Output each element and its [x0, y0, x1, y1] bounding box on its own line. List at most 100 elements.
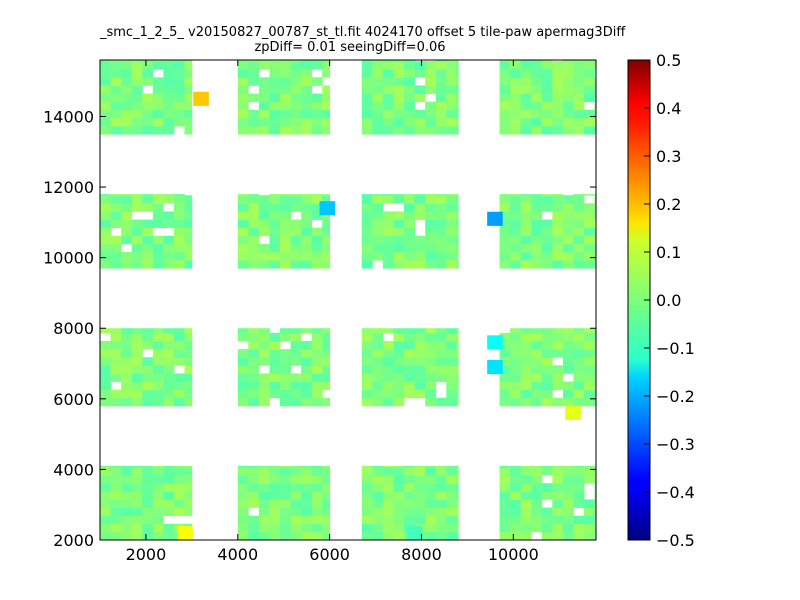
- heatmap-cell: [562, 243, 574, 253]
- heatmap-cell: [435, 203, 447, 212]
- heatmap-cell: [142, 101, 154, 111]
- heatmap-cell: [361, 340, 373, 350]
- heatmap-cell: [435, 69, 447, 78]
- heatmap-cell: [258, 126, 270, 135]
- heatmap-cell: [446, 93, 458, 103]
- heatmap-cell: [404, 483, 415, 492]
- heatmap-cell: [584, 523, 596, 533]
- heatmap-cell: [584, 235, 596, 245]
- heatmap-cell: [446, 252, 458, 261]
- heatmap-cell: [131, 475, 143, 484]
- heatmap-cell: [552, 227, 564, 237]
- heatmap-cell: [552, 475, 564, 484]
- heatmap-cell: [520, 357, 532, 366]
- heatmap-cell: [269, 515, 281, 525]
- heatmap-cell: [290, 77, 302, 86]
- heatmap-cell: [301, 465, 313, 468]
- heatmap-cell: [584, 61, 596, 70]
- heatmap-cell: [142, 515, 154, 525]
- heatmap-cell: [404, 389, 415, 399]
- heatmap-cell: [414, 389, 426, 399]
- heatmap-cell: [100, 381, 111, 391]
- heatmap-cell: [499, 373, 511, 382]
- heatmap-cell: [425, 61, 437, 70]
- heatmap-cell: [290, 195, 302, 204]
- heatmap-cell: [361, 126, 373, 135]
- heatmap-cell: [173, 235, 185, 245]
- heatmap-cell: [404, 60, 415, 62]
- heatmap-cell: [121, 365, 133, 374]
- heatmap-cell: [131, 328, 143, 334]
- heatmap-cell: [121, 61, 133, 70]
- heatmap-cell: [280, 60, 291, 62]
- heatmap-cell: [280, 523, 291, 533]
- heatmap-cell: [258, 499, 270, 508]
- heatmap-cell: [541, 397, 553, 407]
- heatmap-cell: [573, 211, 585, 220]
- heatmap-cell: [322, 357, 331, 366]
- heatmap-cell: [382, 475, 394, 484]
- heatmap-cell: [446, 126, 458, 135]
- heatmap-cell: [456, 491, 459, 500]
- heatmap-cell: [541, 77, 553, 86]
- heatmap-cell: [258, 328, 270, 334]
- heatmap-cell: [301, 397, 313, 407]
- heatmap-cell: [322, 195, 331, 204]
- heatmap-cell: [573, 69, 585, 78]
- heatmap-cell: [361, 227, 373, 237]
- heatmap-cell: [562, 85, 574, 94]
- heatmap-cell: [393, 117, 405, 127]
- heatmap-cell: [322, 260, 331, 269]
- heatmap-cell: [541, 252, 553, 261]
- heatmap-cell: [142, 340, 154, 350]
- heatmap-cell: [290, 381, 302, 391]
- heatmap-cell: [184, 235, 193, 245]
- heatmap-cell: [510, 523, 522, 533]
- heatmap-cell: [372, 194, 384, 196]
- heatmap-cell: [382, 349, 394, 358]
- heatmap-cell: [541, 235, 553, 245]
- heatmap-cell: [248, 499, 260, 508]
- heatmap-cell: [301, 523, 313, 533]
- heatmap-cell: [152, 483, 164, 492]
- heatmap-cell: [152, 365, 164, 374]
- heatmap-cell: [456, 328, 459, 334]
- heatmap-cell: [435, 373, 447, 382]
- heatmap-cell: [573, 465, 585, 468]
- heatmap-cell: [562, 381, 574, 391]
- heatmap-cell: [446, 77, 458, 86]
- heatmap-cell: [425, 252, 437, 261]
- heatmap-cell: [248, 69, 260, 78]
- heatmap-cell: [573, 117, 585, 127]
- heatmap-cell: [562, 69, 574, 78]
- heatmap-cell: [163, 69, 175, 78]
- heatmap-cell: [311, 466, 323, 476]
- heatmap-cell: [425, 499, 437, 508]
- heatmap-cell: [290, 235, 302, 245]
- heatmap-cell: [131, 515, 143, 525]
- heatmap-cell: [393, 531, 405, 541]
- heatmap-cell: [322, 235, 331, 245]
- heatmap-cell: [361, 465, 373, 468]
- heatmap-cell: [372, 227, 384, 237]
- heatmap-cell: [131, 381, 143, 391]
- heatmap-cell: [404, 475, 415, 484]
- heatmap-cell: [382, 211, 394, 220]
- heatmap-cell: [456, 483, 459, 492]
- heatmap-cell: [100, 243, 111, 253]
- heatmap-cell: [322, 93, 331, 103]
- heatmap-cell: [425, 227, 437, 237]
- heatmap-cell: [290, 109, 302, 119]
- heatmap-cell: [152, 211, 164, 220]
- heatmap-cell: [499, 77, 511, 86]
- heatmap-cell: [456, 69, 459, 78]
- heatmap-cell: [280, 389, 291, 399]
- heatmap-cell: [121, 227, 133, 237]
- heatmap-cell: [301, 328, 313, 334]
- heatmap-cell: [573, 466, 585, 476]
- heatmap-cell: [435, 515, 447, 525]
- heatmap-cell: [456, 365, 459, 374]
- heatmap-cell: [237, 194, 249, 196]
- heatmap-cell: [269, 531, 281, 541]
- heatmap-cell: [237, 466, 249, 476]
